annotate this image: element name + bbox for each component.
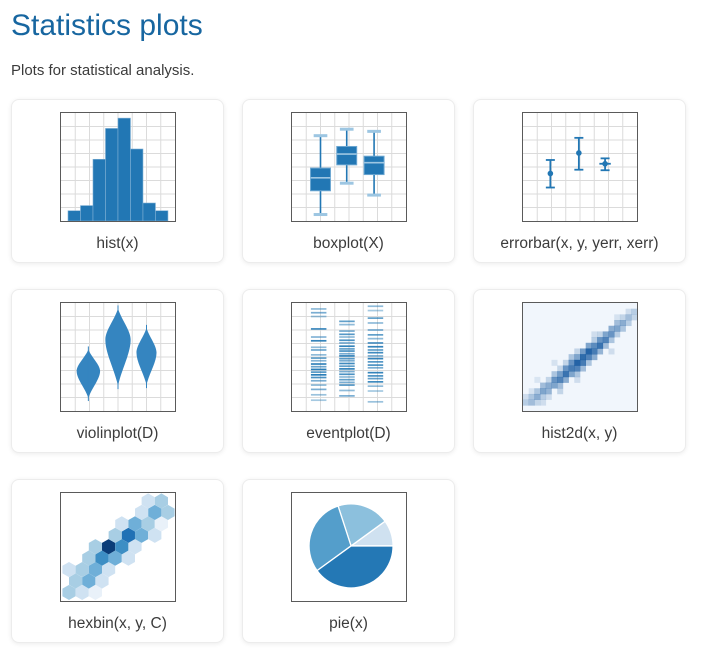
card-caption-pie: pie(x) <box>329 615 368 632</box>
plot-card-grid: hist(x) boxplot(X) errorbar(x, y, yerr, … <box>11 99 692 643</box>
card-hist2d[interactable]: hist2d(x, y) <box>473 289 686 453</box>
card-caption-boxplot: boxplot(X) <box>313 235 384 252</box>
card-caption-hexbin: hexbin(x, y, C) <box>68 615 167 632</box>
hist-thumbnail <box>59 112 176 222</box>
card-hexbin[interactable]: hexbin(x, y, C) <box>11 479 224 643</box>
card-caption-eventplot: eventplot(D) <box>306 425 391 442</box>
card-boxplot[interactable]: boxplot(X) <box>242 99 455 263</box>
card-eventplot[interactable]: eventplot(D) <box>242 289 455 453</box>
card-caption-hist2d: hist2d(x, y) <box>541 425 618 442</box>
violinplot-thumbnail <box>59 302 176 412</box>
hist2d-thumbnail <box>521 302 638 412</box>
card-violinplot[interactable]: violinplot(D) <box>11 289 224 453</box>
card-caption-violinplot: violinplot(D) <box>76 425 159 442</box>
card-caption-errorbar: errorbar(x, y, yerr, xerr) <box>500 235 659 252</box>
card-errorbar[interactable]: errorbar(x, y, yerr, xerr) <box>473 99 686 263</box>
eventplot-thumbnail <box>290 302 407 412</box>
boxplot-thumbnail <box>290 112 407 222</box>
hexbin-thumbnail <box>59 492 176 602</box>
card-hist[interactable]: hist(x) <box>11 99 224 263</box>
page-subtitle: Plots for statistical analysis. <box>11 62 195 79</box>
card-pie[interactable]: pie(x) <box>242 479 455 643</box>
page-title: Statistics plots <box>11 9 203 42</box>
statistics-plots-page: Statistics plots Plots for statistical a… <box>11 9 692 643</box>
card-caption-hist: hist(x) <box>96 235 139 252</box>
pie-thumbnail <box>290 492 407 602</box>
errorbar-thumbnail <box>521 112 638 222</box>
